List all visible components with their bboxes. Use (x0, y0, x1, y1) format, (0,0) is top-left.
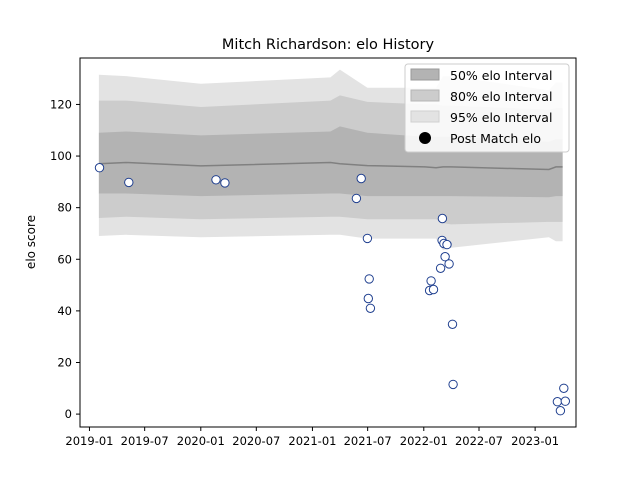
x-tick-label: 2019-01 (65, 434, 113, 448)
y-tick-label: 80 (57, 201, 72, 215)
x-tick-label: 2022-07 (455, 434, 503, 448)
post-match-elo-point-17 (440, 252, 450, 262)
post-match-elo-point-13 (435, 263, 446, 273)
legend-swatch-95 (410, 110, 440, 123)
post-match-elo-point-12 (428, 284, 439, 295)
x-tick-label: 2021-07 (344, 434, 392, 448)
post-match-elo-point-25 (560, 396, 570, 406)
post-match-elo-point-15 (437, 213, 448, 224)
post-match-elo-point-11 (426, 276, 436, 286)
y-tick-label: 40 (57, 304, 72, 318)
mean-elo-line (98, 161, 563, 171)
y-tick-label: 100 (50, 149, 72, 163)
y-tick-label: 20 (57, 355, 72, 369)
legend-label-95: 95% elo Interval (450, 110, 552, 125)
post-match-elo-point-5 (356, 173, 366, 184)
post-match-elo-point-24 (559, 383, 569, 393)
post-match-elo-point-3 (220, 178, 230, 188)
post-match-elo-point-7 (363, 293, 373, 304)
x-tick-label: 2020-07 (232, 434, 280, 448)
y-axis: 0 20 40 60 80 100 120 (50, 97, 80, 421)
post-match-elo-point-19 (444, 259, 454, 269)
x-tick-label: 2020-01 (177, 434, 225, 448)
x-tick-label: 2022-01 (400, 434, 448, 448)
post-match-elo-point-6 (362, 233, 373, 244)
x-tick-label: 2021-01 (288, 434, 336, 448)
post-match-elo-point-18 (442, 239, 452, 250)
y-tick-label: 120 (50, 97, 72, 111)
x-tick-label: 2023-01 (511, 434, 559, 448)
post-match-elo-point-1 (124, 177, 134, 188)
post-match-elo-point-9 (365, 303, 376, 313)
post-match-elo-point-22 (552, 397, 563, 407)
post-match-elo-point-20 (447, 319, 458, 329)
post-match-elo-point-21 (448, 379, 458, 390)
legend-swatch-80 (410, 89, 440, 102)
post-match-elo-point-0 (94, 163, 105, 173)
post-match-elo-point-2 (211, 175, 221, 185)
post-match-elo-point-4 (351, 193, 362, 204)
post-match-elo-point-23 (555, 406, 566, 416)
chart-title: Mitch Richardson: elo History (222, 37, 435, 53)
legend-label-post-match: Post Match elo (450, 131, 541, 146)
x-tick-label: 2019-07 (121, 434, 169, 448)
y-tick-label: 0 (65, 407, 72, 421)
legend-label-80: 80% elo Interval (450, 89, 552, 104)
legend-marker-post-match (419, 132, 431, 144)
y-tick-label: 60 (57, 252, 72, 266)
axes-frame (79, 57, 577, 428)
legend-box (404, 63, 570, 153)
legend-swatch-50 (410, 68, 440, 81)
legend-label-50: 50% elo Interval (450, 68, 552, 83)
y-axis-label: elo score (24, 215, 38, 269)
x-axis: 2019-01 2019-07 2020-01 2020-07 2021-01 2021-… (65, 427, 559, 448)
legend: 50% elo Interval 80% elo Interval 95% el… (404, 63, 570, 153)
post-match-elo-point-8 (364, 274, 374, 284)
